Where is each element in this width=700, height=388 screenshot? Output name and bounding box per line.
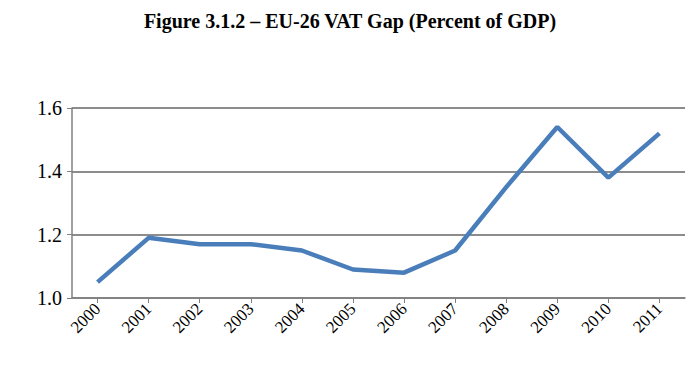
svg-text:1.2: 1.2 <box>37 224 62 246</box>
svg-text:1.6: 1.6 <box>37 97 62 119</box>
svg-text:2000: 2000 <box>67 299 104 336</box>
svg-text:2004: 2004 <box>271 299 309 337</box>
svg-text:2010: 2010 <box>578 299 615 336</box>
svg-text:2008: 2008 <box>475 299 512 336</box>
svg-text:2005: 2005 <box>322 299 359 336</box>
svg-text:2011: 2011 <box>629 299 666 336</box>
svg-text:2002: 2002 <box>169 299 206 336</box>
svg-text:2006: 2006 <box>373 299 410 336</box>
svg-text:1.4: 1.4 <box>37 160 62 182</box>
svg-text:Figure 3.1.2 – EU-26 VAT Gap (: Figure 3.1.2 – EU-26 VAT Gap (Percent of… <box>144 10 556 33</box>
svg-text:2007: 2007 <box>424 299 461 336</box>
svg-text:1.0: 1.0 <box>37 287 62 309</box>
svg-text:2001: 2001 <box>118 299 155 336</box>
svg-text:2009: 2009 <box>527 299 564 336</box>
svg-text:2003: 2003 <box>220 299 257 336</box>
